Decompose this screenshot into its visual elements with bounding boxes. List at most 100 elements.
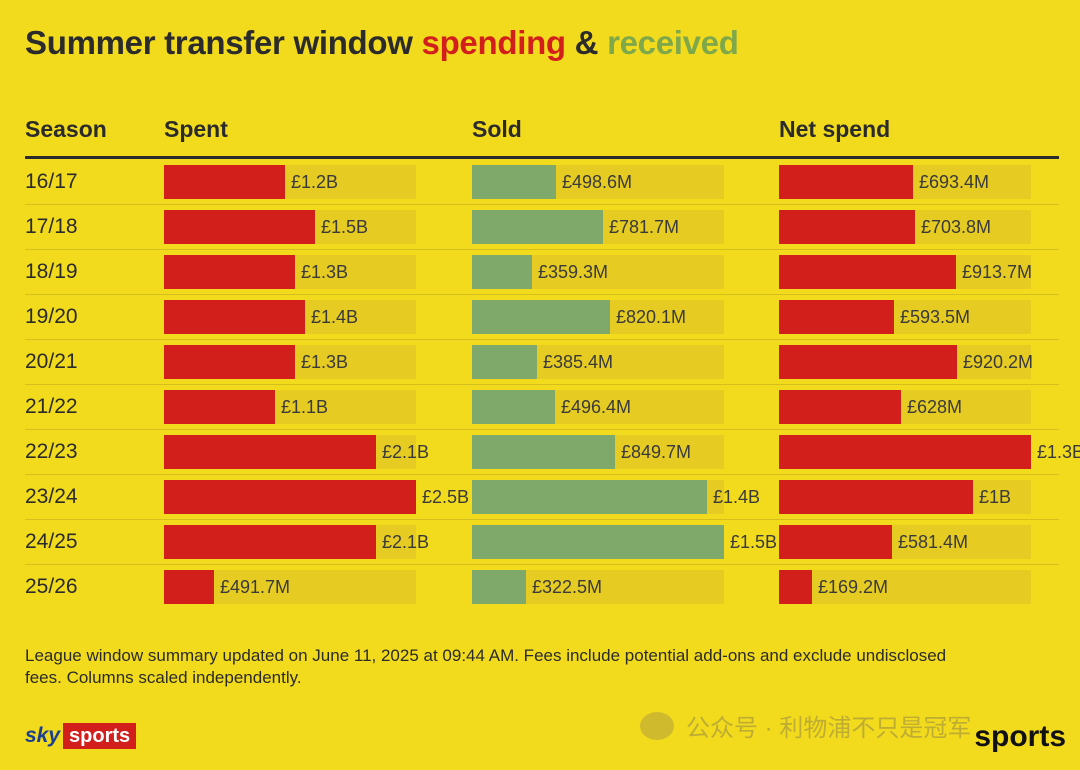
- spent-value-label: £2.1B: [382, 442, 430, 462]
- title-received: received: [607, 24, 739, 61]
- net-bar: [779, 300, 894, 334]
- spent-track: £1.2B: [164, 165, 416, 199]
- sold-value-label: £820.1M: [616, 307, 687, 327]
- sold-bar: [472, 210, 603, 244]
- sky-sports-logo: sky sports: [25, 722, 137, 750]
- row-separator: [25, 474, 1059, 475]
- spent-track: £2.5B: [164, 480, 469, 514]
- sold-value-label: £496.4M: [561, 397, 632, 417]
- watermark: 公众号 · 利物浦不只是冠军: [640, 708, 971, 743]
- sold-value-label: £498.6M: [562, 172, 633, 192]
- net-bar: [779, 165, 913, 199]
- net-value-label: £169.2M: [818, 577, 889, 597]
- season-label: 19/20: [25, 305, 78, 328]
- sold-track: £781.7M: [472, 210, 724, 244]
- spent-value-label: £1.5B: [321, 217, 369, 237]
- spent-track: £2.1B: [164, 525, 429, 559]
- spent-bar: [164, 210, 315, 244]
- sold-track: £498.6M: [472, 165, 724, 199]
- spent-value-label: £1.3B: [301, 352, 349, 372]
- net-value-label: £913.7M: [962, 262, 1033, 282]
- sold-track: £820.1M: [472, 300, 724, 334]
- header-net-spend: Net spend: [779, 116, 891, 142]
- net-bar: [779, 480, 973, 514]
- net-track: £703.8M: [779, 210, 1031, 244]
- spent-track: £1.4B: [164, 300, 416, 334]
- net-track: £1B: [779, 480, 1031, 514]
- sold-value-label: £781.7M: [609, 217, 680, 237]
- sold-bar: [472, 480, 707, 514]
- row-separator: [25, 204, 1059, 205]
- season-label: 21/22: [25, 395, 78, 418]
- net-track: £913.7M: [779, 255, 1033, 289]
- header-rule: [25, 156, 1059, 159]
- season-label: 17/18: [25, 215, 78, 238]
- season-label: 18/19: [25, 260, 78, 283]
- net-bar: [779, 435, 1031, 469]
- sold-value-label: £849.7M: [621, 442, 692, 462]
- title-amp: &: [565, 24, 608, 61]
- sold-track: £496.4M: [472, 390, 724, 424]
- sold-track: £359.3M: [472, 255, 724, 289]
- title-spending: spending: [421, 24, 567, 61]
- net-track: £1.3B: [779, 435, 1080, 469]
- season-label: 24/25: [25, 530, 78, 553]
- net-value-label: £920.2M: [963, 352, 1034, 372]
- net-bar: [779, 210, 915, 244]
- spent-bar: [164, 165, 285, 199]
- net-track: £593.5M: [779, 300, 1031, 334]
- spent-value-label: £2.5B: [422, 487, 470, 507]
- wechat-icon: [640, 711, 674, 740]
- spent-track: £1.5B: [164, 210, 416, 244]
- spent-value-label: £2.1B: [382, 532, 430, 552]
- spent-value-label: £1.2B: [291, 172, 339, 192]
- sold-value-label: £359.3M: [538, 262, 609, 282]
- sold-value-label: £385.4M: [543, 352, 614, 372]
- sold-value-label: £322.5M: [532, 577, 603, 597]
- row-separator: [25, 249, 1059, 250]
- net-value-label: £693.4M: [919, 172, 990, 192]
- net-bar: [779, 255, 956, 289]
- spent-track: £1.3B: [164, 345, 416, 379]
- header-spent: Spent: [164, 116, 228, 142]
- row-separator: [25, 429, 1059, 430]
- season-label: 16/17: [25, 170, 78, 193]
- season-label: 20/21: [25, 350, 78, 373]
- spent-bar: [164, 390, 275, 424]
- header-season: Season: [25, 116, 107, 142]
- spent-bar: [164, 255, 295, 289]
- sold-value-label: £1.4B: [713, 487, 761, 507]
- net-track: £920.2M: [779, 345, 1034, 379]
- season-label: 25/26: [25, 575, 78, 598]
- net-value-label: £581.4M: [898, 532, 969, 552]
- spent-bar: [164, 345, 295, 379]
- spent-track: £2.1B: [164, 435, 429, 469]
- spent-value-label: £1.3B: [301, 262, 349, 282]
- row-separator: [25, 294, 1059, 295]
- sold-track: £849.7M: [472, 435, 724, 469]
- row-separator: [25, 519, 1059, 520]
- net-track: £169.2M: [779, 570, 1031, 604]
- sold-track: £1.4B: [472, 480, 760, 514]
- spent-track: £491.7M: [164, 570, 416, 604]
- title-part1: Summer transfer window: [25, 24, 422, 61]
- row-separator: [25, 564, 1059, 565]
- net-track: £693.4M: [779, 165, 1031, 199]
- sold-track: £385.4M: [472, 345, 724, 379]
- spent-bar: [164, 480, 416, 514]
- row-separator: [25, 384, 1059, 385]
- spent-bar: [164, 435, 376, 469]
- spent-track: £1.1B: [164, 390, 416, 424]
- net-value-label: £703.8M: [921, 217, 992, 237]
- corner-text: sports: [974, 720, 1066, 753]
- spent-track: £1.3B: [164, 255, 416, 289]
- spent-value-label: £1.4B: [311, 307, 359, 327]
- net-bar: [779, 525, 892, 559]
- footnote: League window summary updated on June 11…: [25, 646, 947, 687]
- sold-bar: [472, 165, 556, 199]
- sold-bar: [472, 255, 532, 289]
- spent-bar: [164, 300, 305, 334]
- season-label: 23/24: [25, 485, 78, 508]
- row-separator: [25, 339, 1059, 340]
- net-bar: [779, 390, 901, 424]
